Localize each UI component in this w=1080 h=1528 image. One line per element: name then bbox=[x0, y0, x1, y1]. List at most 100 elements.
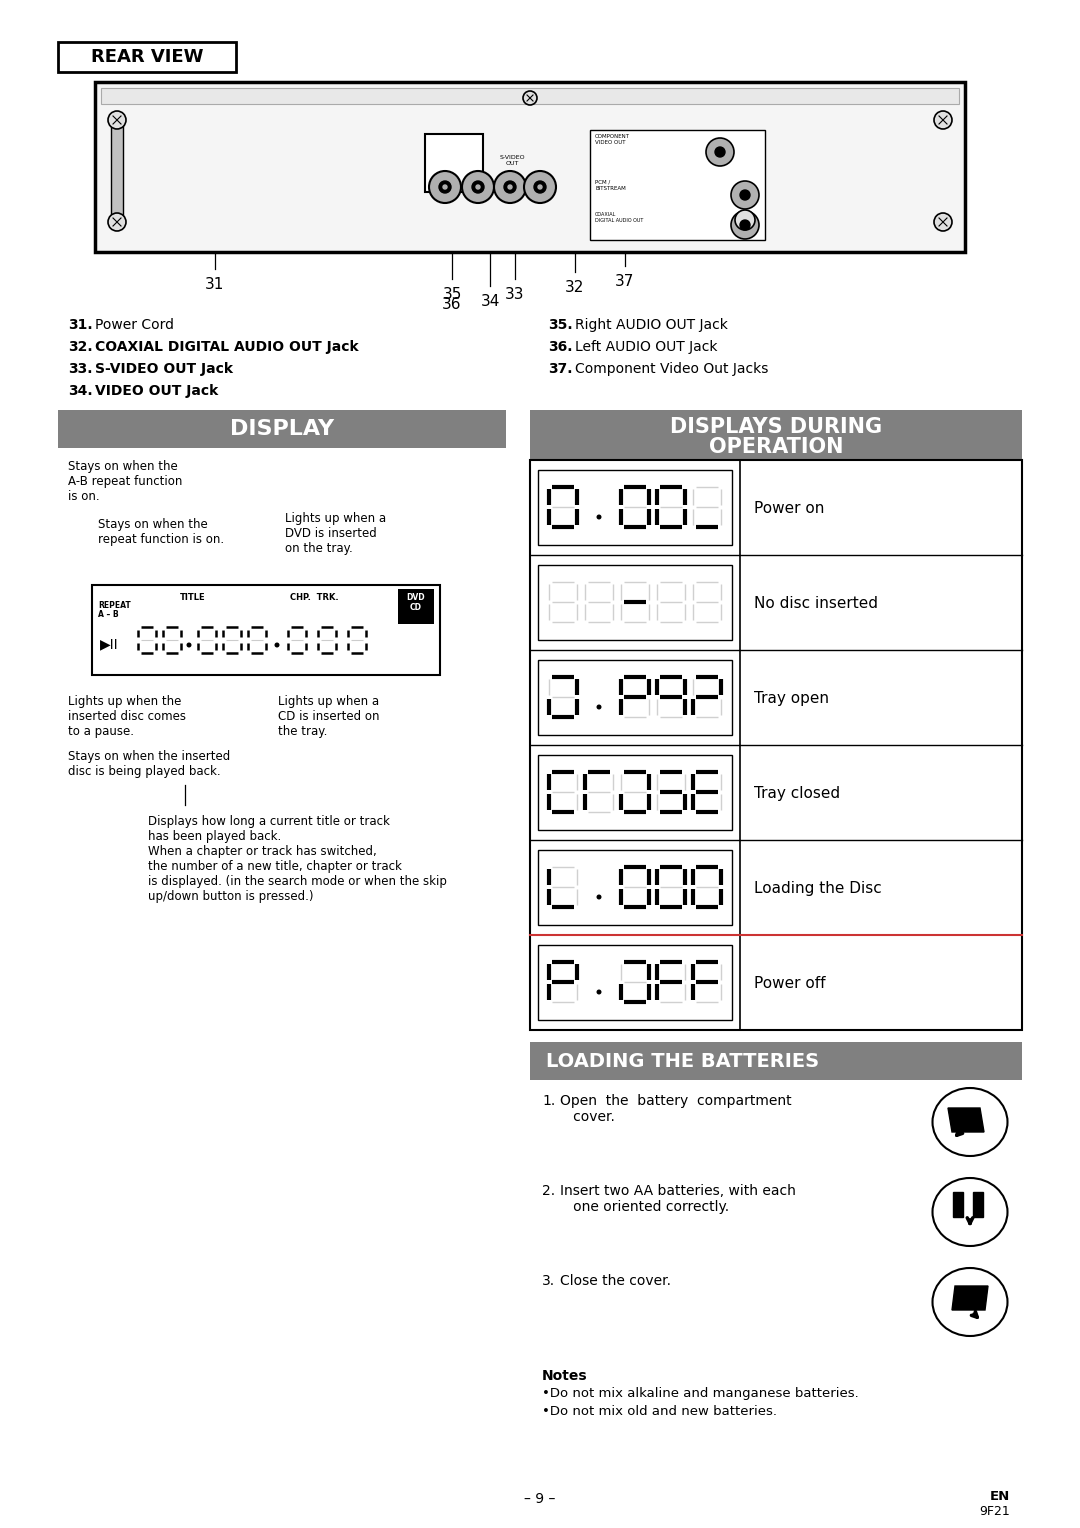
Text: •Do not mix old and new batteries.: •Do not mix old and new batteries. bbox=[542, 1406, 777, 1418]
Text: REAR VIEW: REAR VIEW bbox=[91, 47, 203, 66]
Text: 34.: 34. bbox=[68, 384, 93, 397]
Polygon shape bbox=[951, 1287, 988, 1309]
Text: 35.: 35. bbox=[548, 318, 572, 332]
Text: Lights up when the
inserted disc comes
to a pause.: Lights up when the inserted disc comes t… bbox=[68, 695, 186, 738]
Text: CD: CD bbox=[410, 604, 422, 613]
Circle shape bbox=[596, 515, 602, 520]
Circle shape bbox=[429, 171, 461, 203]
Text: Notes: Notes bbox=[542, 1369, 588, 1383]
Bar bbox=[95, 83, 966, 252]
Text: S-VIDEO
OUT: S-VIDEO OUT bbox=[499, 154, 525, 167]
Text: Component Video Out Jacks: Component Video Out Jacks bbox=[575, 362, 768, 376]
Circle shape bbox=[494, 171, 526, 203]
Text: No disc inserted: No disc inserted bbox=[754, 596, 878, 611]
Text: COMPONENT
VIDEO OUT: COMPONENT VIDEO OUT bbox=[595, 134, 630, 145]
Circle shape bbox=[108, 112, 126, 128]
Circle shape bbox=[934, 112, 951, 128]
Text: 32.: 32. bbox=[68, 341, 93, 354]
Text: 37: 37 bbox=[616, 274, 635, 289]
Text: – 9 –: – 9 – bbox=[524, 1491, 556, 1507]
Circle shape bbox=[462, 171, 494, 203]
Circle shape bbox=[187, 642, 191, 648]
Text: 1.: 1. bbox=[542, 1094, 555, 1108]
Ellipse shape bbox=[932, 1268, 1008, 1335]
Circle shape bbox=[508, 185, 512, 189]
Bar bbox=[530, 460, 1022, 1030]
Circle shape bbox=[538, 185, 542, 189]
Text: Stays on when the
A-B repeat function
is on.: Stays on when the A-B repeat function is… bbox=[68, 460, 183, 503]
Text: Insert two AA batteries, with each
   one oriented correctly.: Insert two AA batteries, with each one o… bbox=[561, 1184, 796, 1215]
Text: 9F21: 9F21 bbox=[980, 1505, 1010, 1517]
Text: Stays on when the
repeat function is on.: Stays on when the repeat function is on. bbox=[98, 518, 225, 545]
Bar bbox=[530, 1042, 1022, 1080]
Text: Lights up when a
DVD is inserted
on the tray.: Lights up when a DVD is inserted on the … bbox=[285, 512, 387, 555]
Bar bbox=[111, 118, 123, 217]
Bar bbox=[538, 565, 732, 640]
Circle shape bbox=[596, 990, 602, 995]
Text: 3.: 3. bbox=[542, 1274, 555, 1288]
Circle shape bbox=[740, 220, 750, 231]
Text: ▶II: ▶II bbox=[100, 637, 119, 651]
Text: S-VIDEO OUT Jack: S-VIDEO OUT Jack bbox=[95, 362, 233, 376]
Text: 36.: 36. bbox=[548, 341, 572, 354]
Circle shape bbox=[443, 185, 447, 189]
Circle shape bbox=[715, 147, 725, 157]
Text: Power off: Power off bbox=[754, 976, 825, 992]
Bar bbox=[92, 585, 440, 675]
Bar bbox=[660, 134, 718, 193]
Bar bbox=[538, 944, 732, 1021]
Circle shape bbox=[504, 180, 516, 193]
Text: CHP.  TRK.: CHP. TRK. bbox=[291, 593, 339, 602]
Bar bbox=[538, 471, 732, 545]
Text: 2.: 2. bbox=[542, 1184, 555, 1198]
Text: REPEAT: REPEAT bbox=[98, 601, 131, 610]
Bar bbox=[530, 410, 1022, 460]
Text: Tray closed: Tray closed bbox=[754, 785, 840, 801]
Text: 34: 34 bbox=[481, 293, 500, 309]
Bar bbox=[538, 660, 732, 735]
Circle shape bbox=[438, 180, 451, 193]
Text: 36: 36 bbox=[442, 296, 462, 312]
Text: DISPLAYS DURING: DISPLAYS DURING bbox=[670, 417, 882, 437]
Text: VIDEO OUT Jack: VIDEO OUT Jack bbox=[95, 384, 218, 397]
Text: Close the cover.: Close the cover. bbox=[561, 1274, 671, 1288]
Circle shape bbox=[108, 212, 126, 231]
Circle shape bbox=[740, 189, 750, 200]
Circle shape bbox=[706, 138, 734, 167]
Text: Loading the Disc: Loading the Disc bbox=[754, 882, 881, 895]
Text: 32: 32 bbox=[565, 280, 584, 295]
Text: 31.: 31. bbox=[68, 318, 93, 332]
Ellipse shape bbox=[932, 1088, 1008, 1157]
Text: 31: 31 bbox=[205, 277, 225, 292]
Text: 33.: 33. bbox=[68, 362, 93, 376]
Text: COAXIAL
DIGITAL AUDIO OUT: COAXIAL DIGITAL AUDIO OUT bbox=[595, 212, 644, 223]
Text: PCM /
BITSTREAM: PCM / BITSTREAM bbox=[595, 180, 625, 191]
Text: Tray open: Tray open bbox=[754, 691, 829, 706]
Text: •Do not mix alkaline and manganese batteries.: •Do not mix alkaline and manganese batte… bbox=[542, 1387, 859, 1400]
Text: OPERATION: OPERATION bbox=[708, 437, 843, 457]
Circle shape bbox=[596, 894, 602, 900]
Text: 33: 33 bbox=[505, 287, 525, 303]
Text: 37.: 37. bbox=[548, 362, 572, 376]
Text: Displays how long a current title or track
has been played back.
When a chapter : Displays how long a current title or tra… bbox=[148, 814, 447, 903]
Text: A – B: A – B bbox=[98, 610, 119, 619]
Text: TITLE: TITLE bbox=[180, 593, 205, 602]
Bar bbox=[399, 588, 434, 623]
Circle shape bbox=[731, 211, 759, 238]
Text: Left AUDIO OUT Jack: Left AUDIO OUT Jack bbox=[575, 341, 717, 354]
Text: Power Cord: Power Cord bbox=[95, 318, 174, 332]
Bar bbox=[58, 41, 237, 72]
Text: DISPLAY: DISPLAY bbox=[230, 419, 334, 439]
Circle shape bbox=[731, 180, 759, 209]
Circle shape bbox=[934, 212, 951, 231]
Circle shape bbox=[274, 642, 280, 648]
Circle shape bbox=[523, 92, 537, 105]
Text: Lights up when a
CD is inserted on
the tray.: Lights up when a CD is inserted on the t… bbox=[278, 695, 379, 738]
Ellipse shape bbox=[932, 1178, 1008, 1245]
Polygon shape bbox=[948, 1108, 984, 1132]
Text: Power on: Power on bbox=[754, 501, 824, 516]
Bar bbox=[58, 410, 507, 448]
Polygon shape bbox=[953, 1192, 963, 1216]
Circle shape bbox=[534, 180, 546, 193]
Bar bbox=[426, 134, 483, 193]
